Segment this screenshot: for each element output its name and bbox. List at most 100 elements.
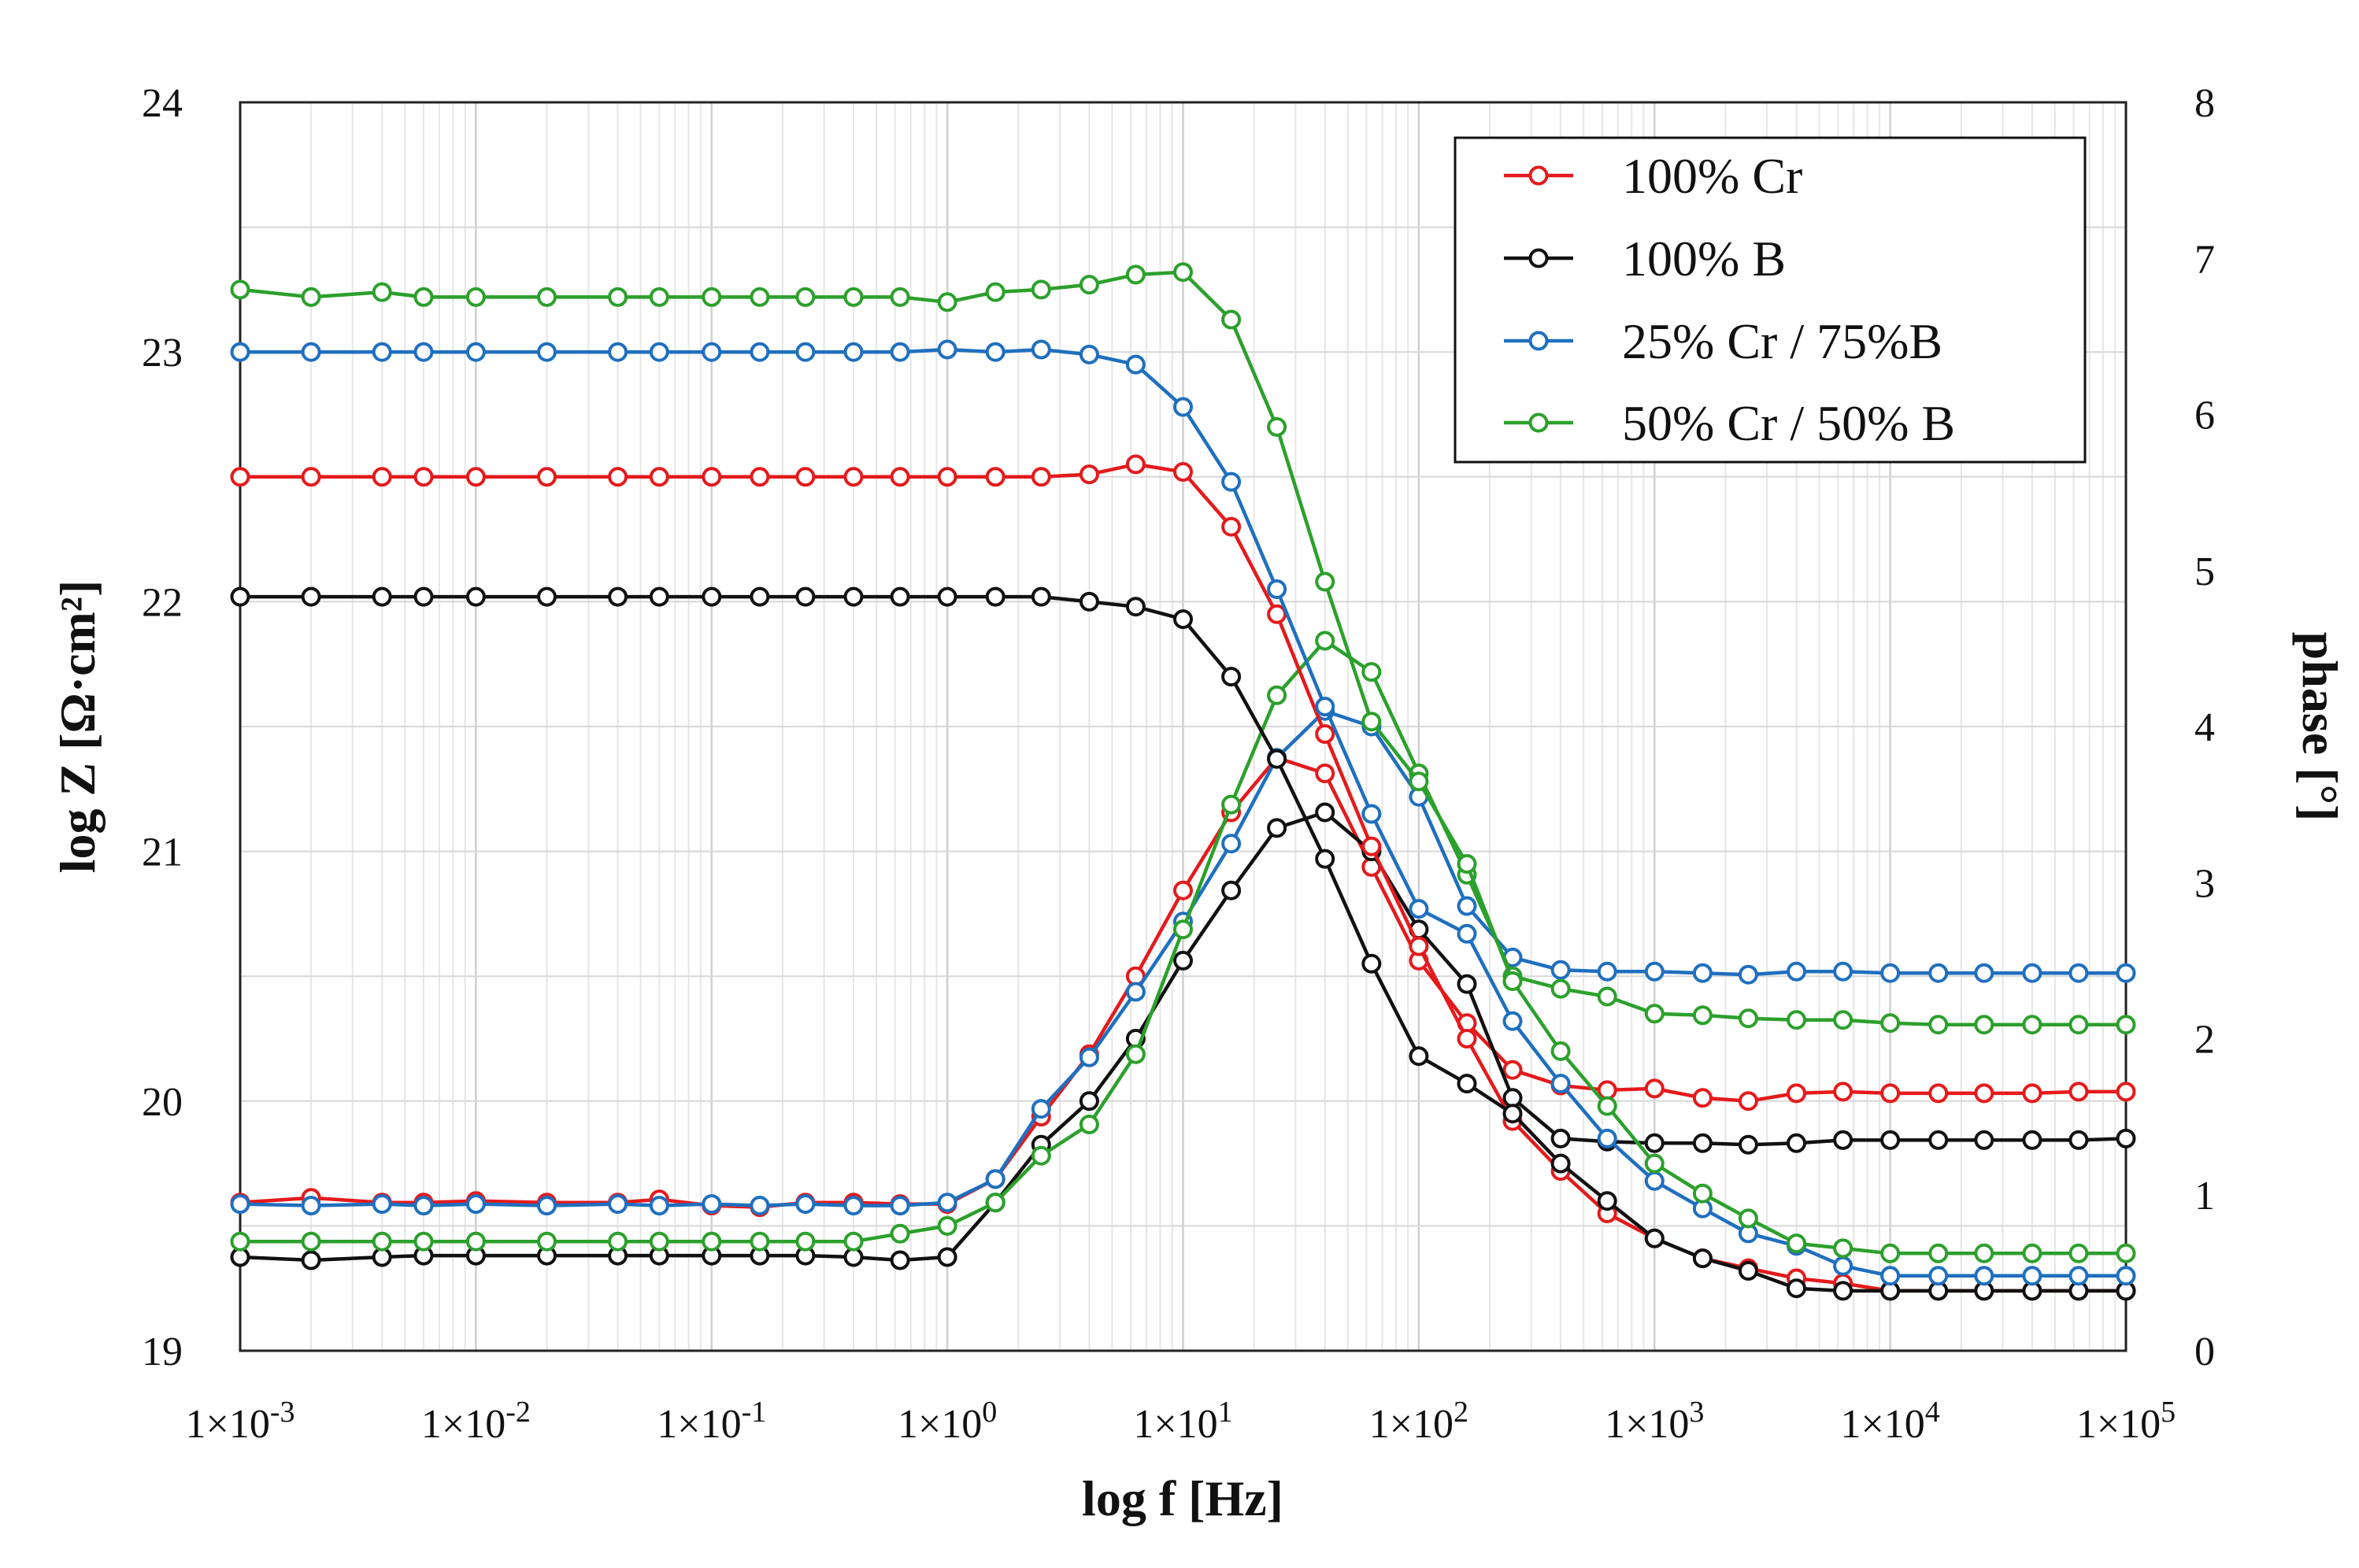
data-point-25-cr-75-b-logz: [1221, 472, 1242, 492]
data-point-50-cr-50-b-logz: [1361, 712, 1382, 732]
data-point-50-cr-50-b-phase: [1928, 1015, 1949, 1035]
data-point-50-cr-50-b-phase: [795, 1231, 816, 1252]
data-point-100-cr-phase: [1833, 1082, 1854, 1102]
data-point-25-cr-75-b-logz: [1502, 1011, 1523, 1031]
data-point-25-cr-75-b-phase: [2116, 963, 2136, 983]
data-point-50-cr-50-b-logz: [1928, 1243, 1949, 1263]
data-point-100-b-logz: [1787, 1278, 1806, 1299]
data-point-25-cr-75-b-phase: [702, 1194, 722, 1215]
data-point-50-cr-50-b-phase: [1880, 1013, 1901, 1034]
data-point-50-cr-50-b-logz: [1974, 1243, 1994, 1263]
legend-marker-100-cr: [1528, 165, 1549, 186]
y2-tick-label: 2: [2194, 1018, 2215, 1063]
data-point-50-cr-50-b-phase: [372, 1231, 392, 1252]
data-point-25-cr-75-b-logz: [537, 342, 557, 362]
data-point-100-b-logz: [1738, 1261, 1758, 1281]
data-point-50-cr-50-b-phase: [537, 1231, 557, 1252]
data-point-25-cr-75-b-logz: [1409, 899, 1429, 919]
data-point-100-cr-phase: [1928, 1083, 1949, 1104]
y2-tick-label: 4: [2194, 705, 2215, 750]
data-point-25-cr-75-b-logz: [608, 342, 628, 362]
x-tick-label: 1×10-3: [186, 1396, 295, 1447]
data-point-25-cr-75-b-logz: [1361, 804, 1382, 824]
data-point-100-cr-phase: [1974, 1083, 1994, 1104]
data-point-100-b-phase: [937, 1247, 957, 1267]
data-point-50-cr-50-b-phase: [1644, 1004, 1665, 1024]
data-point-100-cr-phase: [1787, 1083, 1806, 1104]
data-point-25-cr-75-b-logz: [1974, 1266, 1994, 1286]
data-point-100-b-logz: [702, 586, 722, 607]
data-point-25-cr-75-b-phase: [608, 1194, 628, 1215]
data-point-50-cr-50-b-logz: [1644, 1153, 1665, 1174]
data-point-50-cr-50-b-phase: [985, 1193, 1005, 1213]
data-point-50-cr-50-b-phase: [1079, 1115, 1099, 1134]
data-point-100-cr-logz: [1409, 936, 1429, 956]
data-point-50-cr-50-b-logz: [537, 287, 557, 307]
data-point-25-cr-75-b-logz: [1315, 697, 1335, 717]
legend-marker-25-cr-75-b: [1528, 331, 1549, 351]
data-point-100-b-logz: [750, 586, 770, 607]
data-point-100-cr-logz: [1125, 454, 1146, 475]
data-point-100-b-logz: [301, 586, 321, 607]
data-point-100-cr-logz: [795, 467, 816, 487]
y-tick-label: 20: [142, 1080, 183, 1125]
data-point-50-cr-50-b-phase: [1974, 1015, 1994, 1035]
y-tick-label: 24: [142, 81, 183, 126]
data-point-100-b-logz: [795, 586, 816, 607]
data-point-25-cr-75-b-phase: [301, 1196, 321, 1216]
data-point-25-cr-75-b-logz: [1173, 397, 1193, 417]
data-point-25-cr-75-b-logz: [301, 342, 321, 362]
data-point-50-cr-50-b-logz: [1173, 262, 1193, 283]
y-tick-label: 22: [142, 580, 183, 625]
data-point-50-cr-50-b-phase: [702, 1231, 722, 1252]
data-point-25-cr-75-b-phase: [1880, 963, 1901, 983]
data-point-100-cr-phase: [1738, 1091, 1758, 1111]
data-point-50-cr-50-b-logz: [1079, 275, 1099, 295]
y2-tick-label: 1: [2194, 1174, 2215, 1219]
data-point-25-cr-75-b-logz: [937, 339, 957, 360]
data-point-100-b-logz: [1267, 749, 1287, 769]
data-point-100-b-phase: [1787, 1133, 1806, 1153]
data-point-100-cr-phase: [1315, 764, 1335, 783]
data-point-50-cr-50-b-phase: [1738, 1008, 1758, 1029]
data-point-50-cr-50-b-logz: [750, 287, 770, 307]
data-point-100-cr-logz: [702, 467, 722, 487]
data-point-25-cr-75-b-phase: [1125, 982, 1146, 1002]
legend-label-25-cr-75-b: 25% Cr / 75%B: [1622, 313, 1942, 369]
data-point-100-cr-logz: [843, 467, 864, 487]
data-point-100-cr-logz: [537, 467, 557, 487]
data-point-100-cr-logz: [937, 467, 957, 487]
data-point-25-cr-75-b-phase: [985, 1169, 1005, 1189]
data-point-100-b-logz: [1457, 1074, 1477, 1094]
data-point-100-cr-logz: [985, 467, 1005, 487]
data-point-100-b-phase: [1267, 818, 1287, 838]
data-point-25-cr-75-b-phase: [1457, 896, 1477, 916]
data-point-50-cr-50-b-logz: [1221, 309, 1242, 330]
data-point-100-b-logz: [1221, 667, 1242, 687]
data-point-25-cr-75-b-logz: [1079, 344, 1099, 364]
data-point-50-cr-50-b-logz: [795, 287, 816, 307]
data-point-25-cr-75-b-phase: [1928, 963, 1949, 983]
data-point-50-cr-50-b-logz: [301, 287, 321, 307]
data-point-50-cr-50-b-phase: [2068, 1015, 2089, 1035]
data-point-50-cr-50-b-logz: [1125, 264, 1146, 285]
data-point-50-cr-50-b-logz: [2022, 1243, 2042, 1263]
series-layer: [230, 262, 2136, 1301]
x-tick-label: 1×104: [1840, 1396, 1939, 1447]
data-point-100-b-phase: [1502, 1088, 1523, 1108]
data-point-100-b-logz: [1644, 1228, 1665, 1248]
data-point-100-cr-phase: [1597, 1080, 1617, 1100]
plot-frame: [239, 101, 2128, 1352]
data-point-100-cr-logz: [413, 467, 434, 487]
data-point-100-b-phase: [1738, 1134, 1758, 1155]
data-point-100-b-logz: [1409, 1046, 1429, 1067]
data-point-100-b-phase: [1457, 974, 1477, 994]
data-point-100-b-logz: [608, 586, 628, 607]
data-point-50-cr-50-b-phase: [1267, 685, 1287, 705]
data-point-25-cr-75-b-phase: [1221, 834, 1242, 854]
data-point-25-cr-75-b-logz: [1880, 1266, 1901, 1286]
data-point-25-cr-75-b-logz: [372, 342, 392, 362]
data-point-50-cr-50-b-logz: [1692, 1183, 1713, 1204]
data-point-100-cr-phase: [2022, 1083, 2042, 1104]
